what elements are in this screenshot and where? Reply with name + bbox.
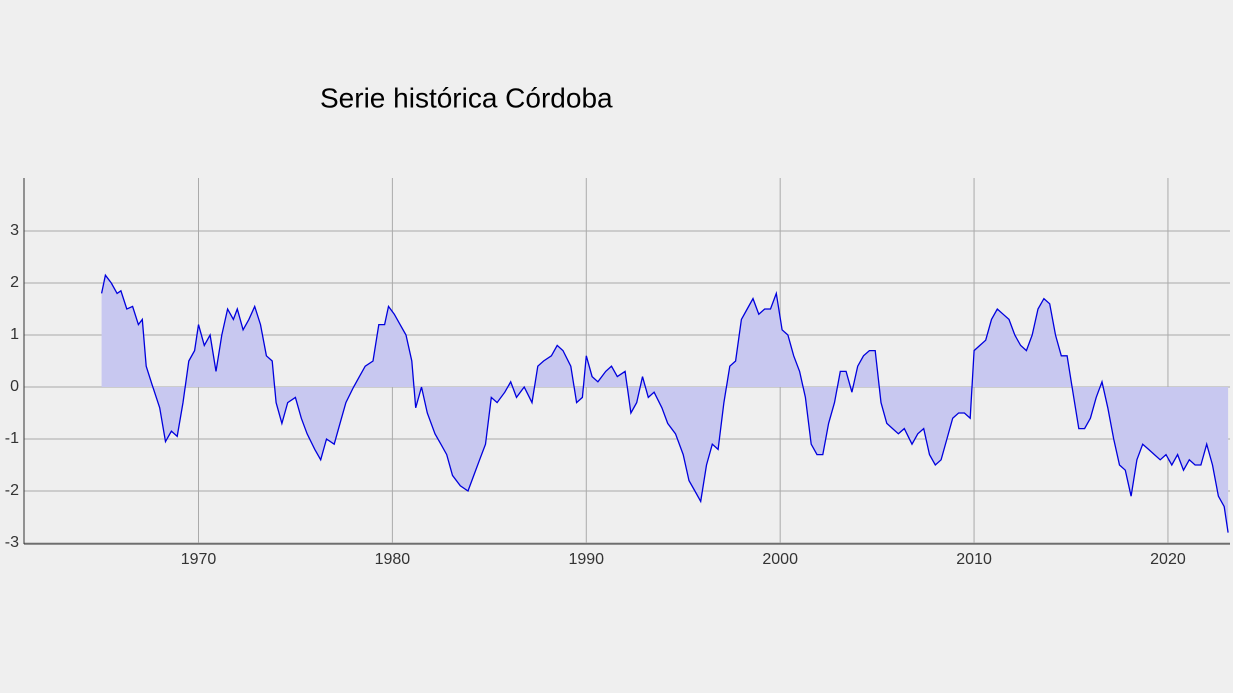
line: [100, 273, 1229, 533]
y-tick-label: -3: [5, 534, 19, 551]
x-tick-label: 2010: [956, 551, 992, 568]
x-tick-label: 1990: [568, 551, 604, 568]
y-tick-label: -1: [5, 430, 19, 447]
x-tick-label: 1970: [181, 551, 217, 568]
x-tick-label: 1980: [375, 551, 411, 568]
y-tick-label: 0: [10, 378, 19, 395]
y-tick-label: 2: [10, 274, 19, 291]
area: [101, 275, 1229, 533]
y-tick-label: 3: [10, 222, 19, 239]
x-tick-label: 2020: [1150, 551, 1186, 568]
x-tick-label: 2000: [762, 551, 798, 568]
chart-title: Serie histórica Córdoba: [320, 82, 613, 113]
y-tick-label: -2: [5, 482, 19, 499]
y-tick-label: 1: [10, 326, 19, 343]
